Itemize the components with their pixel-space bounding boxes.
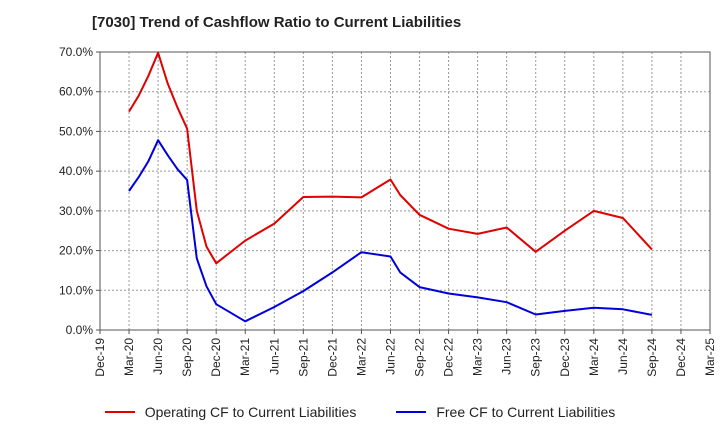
x-tick-label: Jun-21 <box>267 338 281 375</box>
x-tick-label: Dec-19 <box>93 338 107 377</box>
x-tick-label: Mar-21 <box>238 338 252 376</box>
chart-title: [7030] Trend of Cashflow Ratio to Curren… <box>92 14 462 31</box>
x-tick-label: Mar-22 <box>354 338 368 376</box>
chart-svg: Dec-19 Mar-20 Jun-20 Sep-20 Dec-20 Mar-21 Jun-… <box>59 45 717 377</box>
x-tick-label: Sep-20 <box>180 338 194 377</box>
legend-label-free: Free CF to Current Liabilities <box>436 404 616 420</box>
x-tick-label: Sep-24 <box>645 338 659 377</box>
y-tick-label: 70.0% <box>59 45 93 59</box>
legend: Operating CF to Current Liabilities Free… <box>0 404 720 420</box>
y-tick-label: 20.0% <box>59 244 93 258</box>
legend-swatch-operating <box>104 411 135 413</box>
x-tick-label: Jun-23 <box>500 338 514 375</box>
series-line-operating-cf <box>128 51 653 265</box>
legend-label-operating: Operating CF to Current Liabilities <box>144 404 357 420</box>
x-tick-label: Mar-23 <box>471 338 485 376</box>
legend-item-operating: Operating CF to Current Liabilities <box>104 404 357 420</box>
x-tick-label: Mar-24 <box>587 338 601 376</box>
x-tick-label: Sep-21 <box>296 338 310 377</box>
y-tick-label: 60.0% <box>59 85 93 99</box>
x-tick-label: Dec-21 <box>325 338 339 377</box>
x-tick-label: Mar-25 <box>703 338 717 376</box>
x-tick-label: Dec-24 <box>674 338 688 377</box>
x-tick-label: Mar-20 <box>122 338 136 376</box>
x-tick-label: Dec-23 <box>558 338 572 377</box>
x-tick-label: Dec-20 <box>209 338 223 377</box>
x-tick-label: Dec-22 <box>442 338 456 377</box>
y-tick-label: 10.0% <box>59 283 93 297</box>
y-tick-label: 30.0% <box>59 204 93 218</box>
x-tick-label: Jun-20 <box>151 338 165 375</box>
y-tick-label: 40.0% <box>59 164 93 178</box>
x-tick-label: Sep-22 <box>413 338 427 377</box>
plot-frame <box>99 51 711 331</box>
series-line-free-cf <box>128 139 653 323</box>
y-tick-label: 50.0% <box>59 124 93 138</box>
y-tick-label: 0.0% <box>66 323 94 337</box>
x-tick-label: Jun-24 <box>616 338 630 375</box>
legend-item-free: Free CF to Current Liabilities <box>396 404 615 420</box>
legend-swatch-free <box>396 411 427 413</box>
x-tick-label: Sep-23 <box>529 338 543 377</box>
x-tick-label: Jun-22 <box>383 338 397 375</box>
